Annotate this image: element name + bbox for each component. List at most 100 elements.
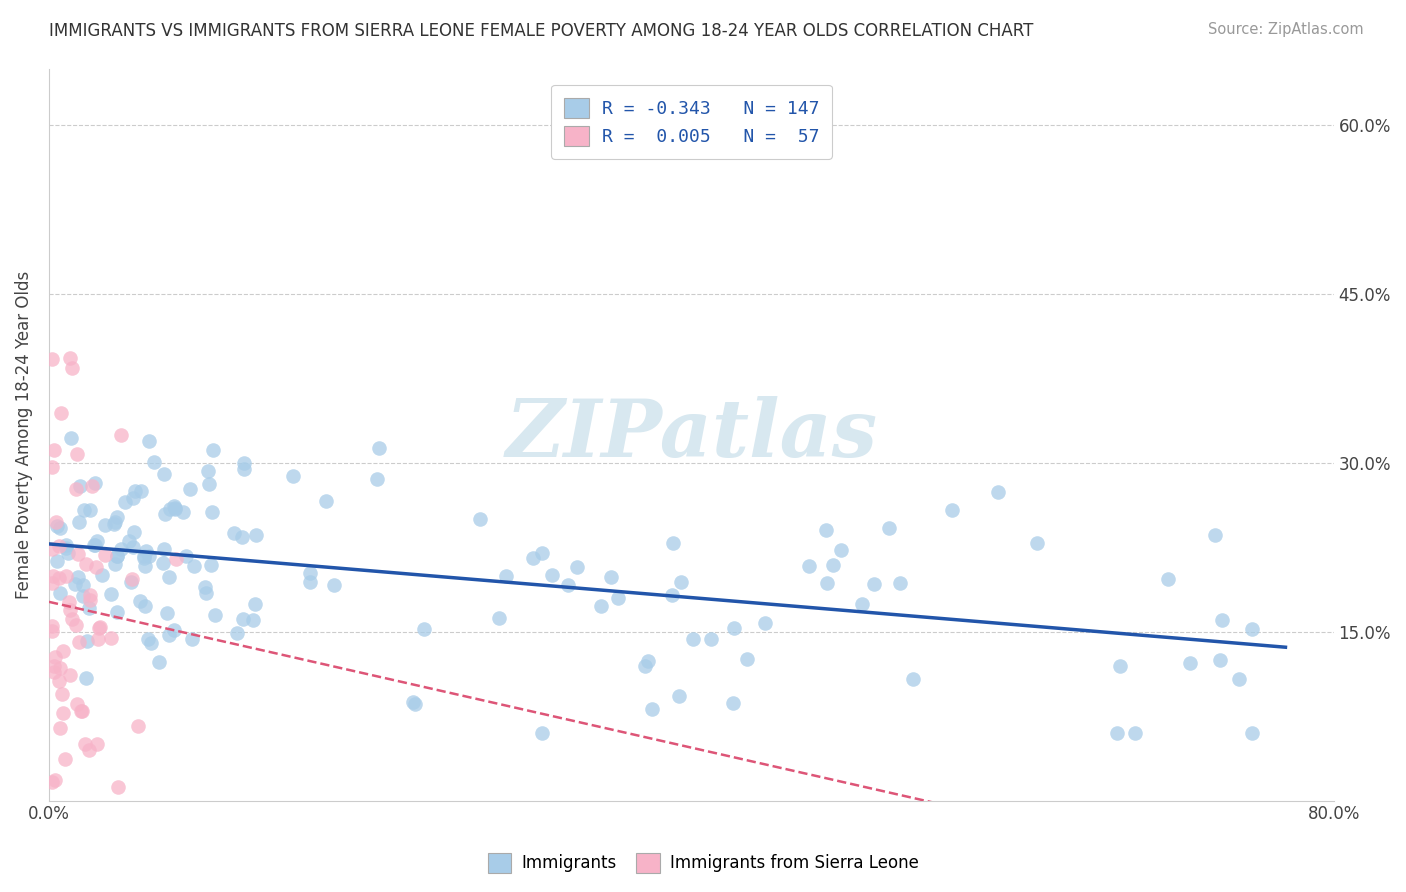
Point — [48, 571, 70, 585]
Point — [51, 406, 73, 420]
Point — [565, 559, 588, 574]
Point — [281, 469, 304, 483]
Point — [118, 534, 141, 549]
Point — [637, 654, 659, 668]
Point — [1209, 653, 1232, 667]
Point — [179, 482, 201, 496]
Legend: Immigrants, Immigrants from Sierra Leone: Immigrants, Immigrants from Sierra Leone — [481, 847, 925, 880]
Point — [105, 549, 128, 563]
Point — [402, 695, 425, 709]
Point — [174, 549, 197, 563]
Point — [323, 578, 346, 592]
Point — [530, 726, 553, 740]
Point — [65, 617, 87, 632]
Point — [222, 526, 245, 541]
Point — [941, 503, 963, 517]
Point — [44, 649, 66, 664]
Point — [134, 549, 156, 563]
Point — [122, 525, 145, 540]
Point — [669, 574, 692, 589]
Point — [70, 704, 93, 718]
Point — [591, 599, 613, 613]
Point — [105, 510, 128, 524]
Point — [127, 718, 149, 732]
Point — [830, 543, 852, 558]
Point — [1109, 658, 1132, 673]
Point — [243, 598, 266, 612]
Point — [45, 515, 67, 529]
Point — [73, 503, 96, 517]
Point — [682, 632, 704, 646]
Point — [42, 569, 65, 583]
Point — [1026, 536, 1049, 550]
Point — [851, 597, 873, 611]
Point — [1241, 622, 1264, 636]
Point — [195, 586, 218, 600]
Point — [93, 517, 115, 532]
Point — [1123, 726, 1146, 740]
Point — [202, 442, 225, 457]
Point — [41, 619, 63, 633]
Point — [89, 620, 111, 634]
Point — [72, 578, 94, 592]
Point — [60, 431, 83, 445]
Point — [668, 689, 690, 703]
Point — [903, 672, 925, 686]
Point — [557, 578, 579, 592]
Point — [531, 546, 554, 560]
Point — [153, 541, 176, 556]
Point — [44, 772, 66, 787]
Point — [135, 543, 157, 558]
Point — [1204, 528, 1226, 542]
Point — [194, 580, 217, 594]
Point — [59, 351, 82, 366]
Point — [821, 558, 844, 573]
Point — [165, 552, 187, 566]
Point — [754, 616, 776, 631]
Point — [634, 658, 657, 673]
Point — [105, 605, 128, 619]
Point — [138, 549, 160, 564]
Point — [163, 501, 186, 516]
Point — [1157, 572, 1180, 586]
Point — [66, 547, 89, 561]
Point — [107, 549, 129, 564]
Point — [79, 592, 101, 607]
Point — [84, 537, 107, 551]
Point — [76, 633, 98, 648]
Point — [84, 560, 107, 574]
Point — [72, 589, 94, 603]
Point — [197, 476, 219, 491]
Point — [735, 652, 758, 666]
Point — [107, 780, 129, 794]
Point — [86, 534, 108, 549]
Point — [49, 521, 72, 535]
Point — [159, 628, 181, 642]
Point — [46, 554, 69, 568]
Point — [815, 576, 838, 591]
Point — [59, 603, 82, 617]
Point — [77, 601, 100, 615]
Point — [245, 527, 267, 541]
Point — [67, 515, 90, 529]
Point — [114, 495, 136, 509]
Text: ZIPatlas: ZIPatlas — [505, 396, 877, 474]
Point — [134, 599, 156, 613]
Point — [75, 671, 97, 685]
Point — [541, 568, 564, 582]
Point — [366, 473, 388, 487]
Point — [46, 519, 69, 533]
Point — [139, 636, 162, 650]
Point — [44, 665, 66, 679]
Point — [797, 558, 820, 573]
Point — [815, 523, 838, 537]
Point — [122, 540, 145, 554]
Point — [41, 351, 63, 366]
Point — [110, 542, 132, 557]
Point — [121, 574, 143, 589]
Point — [153, 508, 176, 522]
Point — [49, 660, 72, 674]
Point — [48, 674, 70, 689]
Point — [55, 538, 77, 552]
Point — [69, 479, 91, 493]
